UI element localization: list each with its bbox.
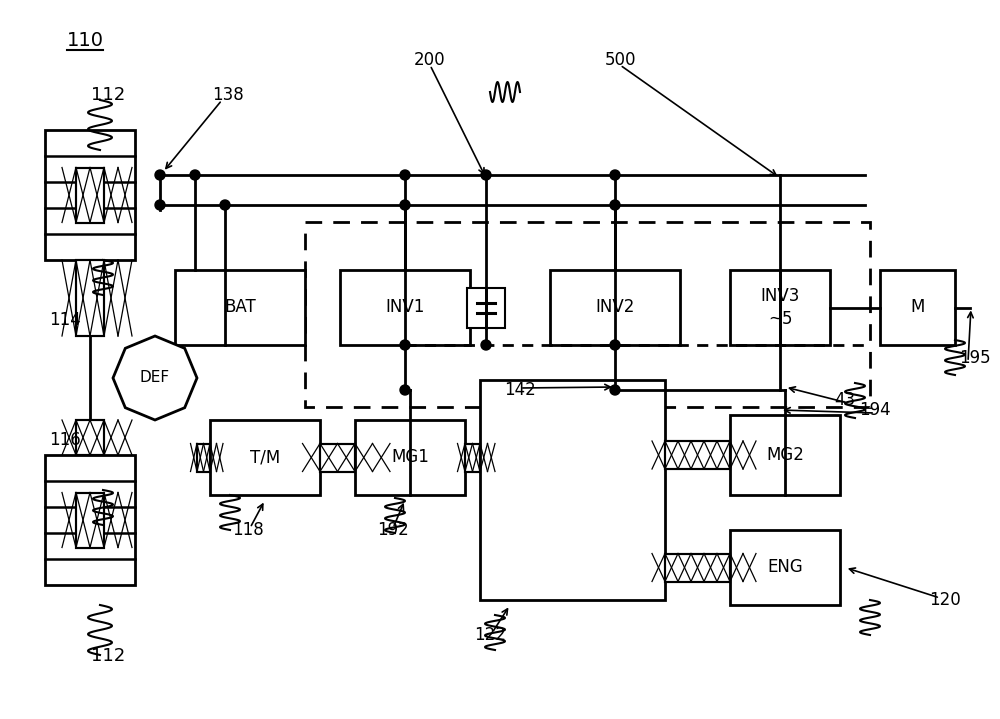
Text: INV2: INV2 [595,298,635,316]
Text: 43: 43 [834,391,856,409]
Text: 200: 200 [414,51,446,69]
Text: 142: 142 [504,381,536,399]
Bar [76,260,104,336]
Circle shape [220,200,230,210]
Text: BAT: BAT [224,298,256,316]
Text: 116: 116 [49,431,81,449]
Bar [665,554,730,582]
Text: 194: 194 [859,401,891,419]
Bar [76,420,104,455]
Bar [76,420,104,455]
Polygon shape [113,336,197,420]
Text: 500: 500 [604,51,636,69]
Bar [665,441,730,469]
Bar [730,270,830,345]
Text: 110: 110 [66,30,104,50]
Text: T/M: T/M [250,449,280,467]
Bar [730,530,840,605]
Bar [76,493,104,547]
Text: M: M [910,298,925,316]
Circle shape [400,200,410,210]
Text: MG2: MG2 [766,446,804,464]
Bar [197,444,210,472]
Bar [465,444,480,472]
Bar [45,455,135,585]
Circle shape [610,385,620,395]
Text: 120: 120 [929,591,961,609]
Circle shape [190,170,200,180]
Bar [76,260,104,336]
Bar [465,444,480,472]
Bar [76,168,104,222]
Circle shape [610,200,620,210]
Bar [76,168,104,222]
Bar [210,420,320,495]
Bar [355,420,465,495]
Bar [175,270,305,345]
Circle shape [400,385,410,395]
Bar [880,270,955,345]
Bar [550,270,680,345]
Text: 195: 195 [959,349,991,367]
Bar [45,130,135,260]
Circle shape [610,340,620,350]
Text: 122: 122 [474,626,506,644]
Text: 118: 118 [232,521,264,539]
Text: 112: 112 [91,647,125,665]
Text: 138: 138 [212,86,244,104]
Circle shape [400,170,410,180]
Bar [480,380,665,600]
Text: 112: 112 [91,86,125,104]
Circle shape [610,170,620,180]
Bar [730,415,840,495]
Text: MG1: MG1 [391,449,429,467]
Bar [197,444,210,472]
Bar [665,554,730,582]
Text: ENG: ENG [767,559,803,577]
Circle shape [155,200,165,210]
Bar [665,441,730,469]
Text: DEF: DEF [140,370,170,385]
Text: INV3: INV3 [760,288,800,306]
Text: INV1: INV1 [385,298,425,316]
Bar [305,222,870,407]
Circle shape [155,170,165,180]
Circle shape [400,340,410,350]
Text: 192: 192 [377,521,409,539]
Bar [76,493,104,547]
Text: ~5: ~5 [768,310,792,328]
Bar [467,288,505,328]
Bar [320,444,355,472]
Bar [340,270,470,345]
Bar [320,444,355,472]
Circle shape [481,170,491,180]
Circle shape [481,340,491,350]
Text: 114: 114 [49,311,81,329]
